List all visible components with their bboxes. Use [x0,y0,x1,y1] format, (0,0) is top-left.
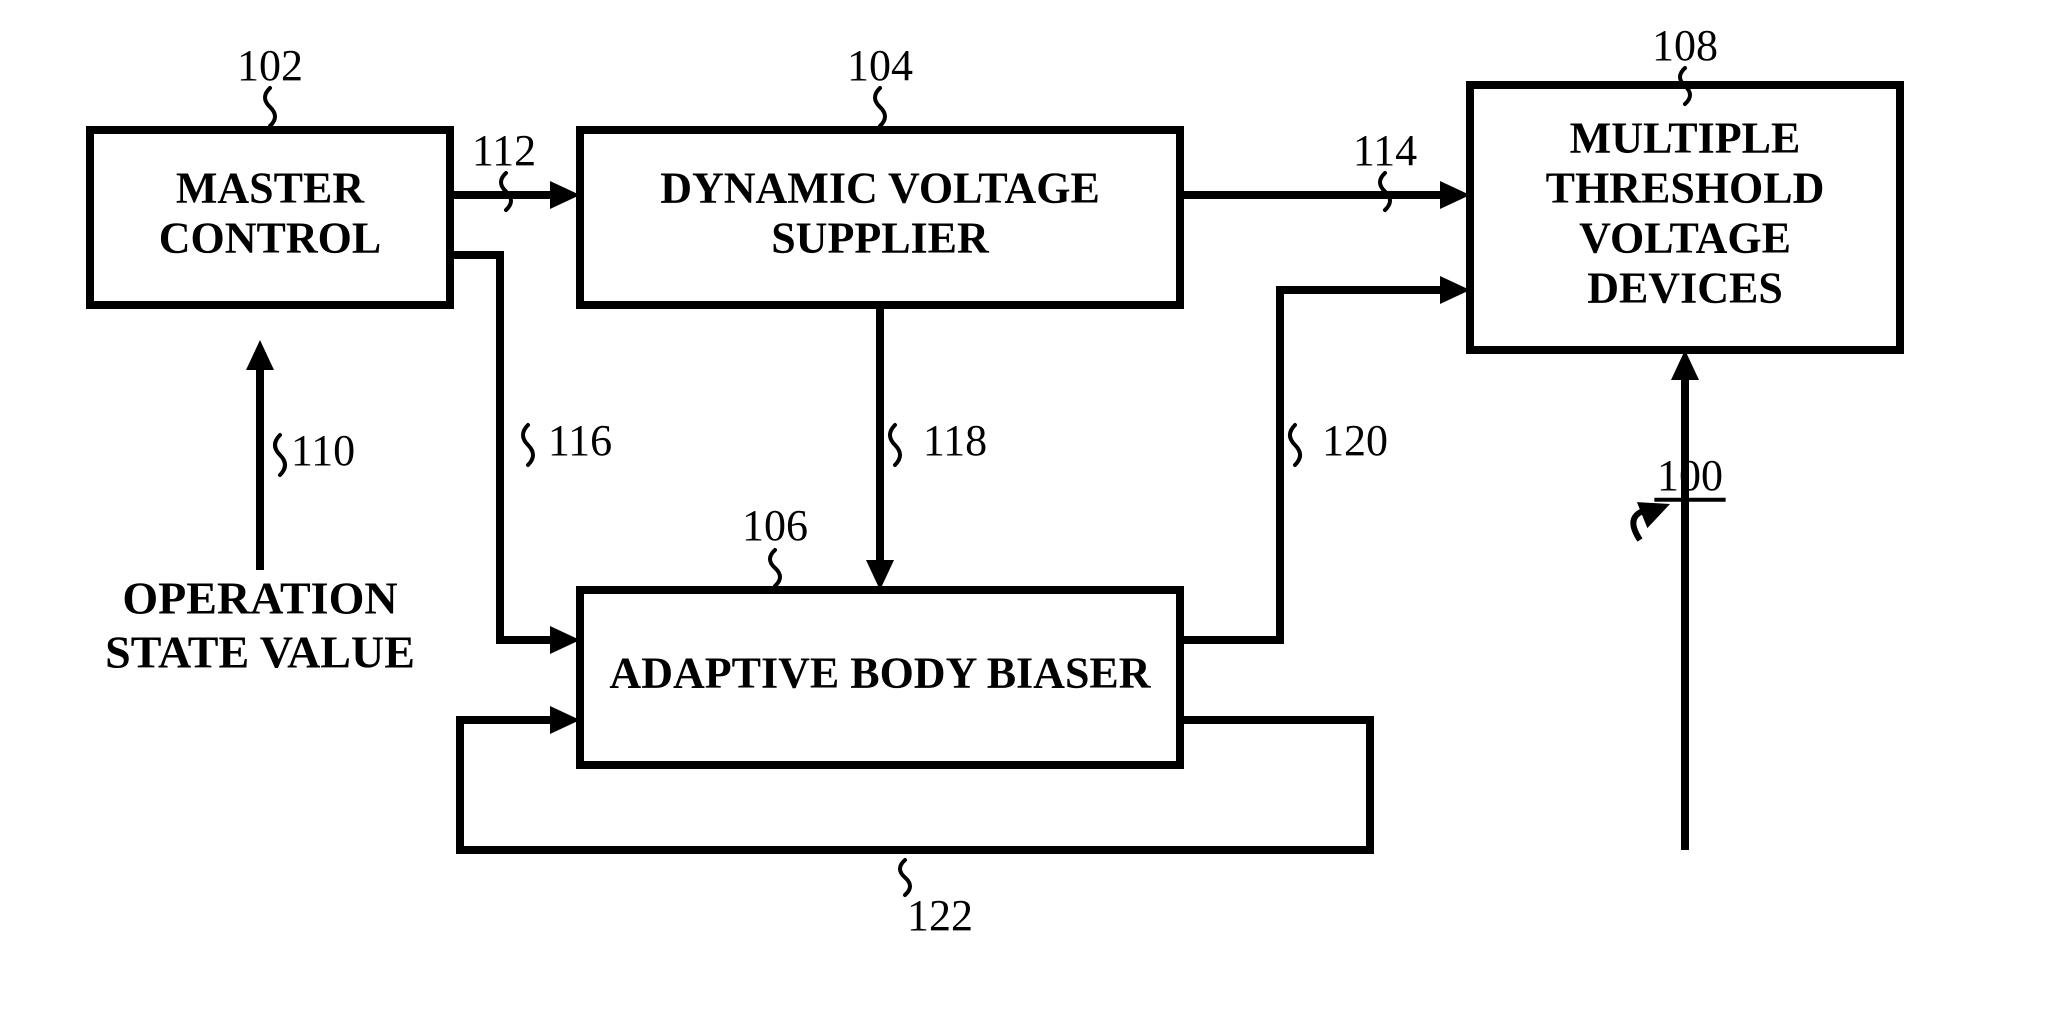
arrowhead-w110_in [246,340,274,370]
ref-r102: 102 [237,41,303,90]
dvs-label: DYNAMIC VOLTAGE [660,164,1100,213]
ref-r104: 104 [847,41,913,90]
ref-r110: 110 [291,426,355,475]
lead-s116 [523,425,533,465]
lead-s118 [890,425,900,465]
lead-s110 [275,435,285,475]
dvs: DYNAMIC VOLTAGESUPPLIER [580,130,1180,305]
ref-label: 112 [472,126,536,175]
ref-label: 102 [237,41,303,90]
abb: ADAPTIVE BODY BIASER [580,590,1180,765]
ref-label: 110 [291,426,355,475]
lead-s102 [265,88,275,126]
ref-r122: 122 [907,891,973,940]
ref-r112: 112 [472,126,536,175]
ref-label: 106 [742,501,808,550]
ref-label: 120 [1322,416,1388,465]
ref-r108: 108 [1652,21,1718,70]
devices-label: VOLTAGE [1579,214,1791,263]
opstate-label: OPERATION [122,573,397,624]
lead-s106 [770,550,780,586]
wire-w116 [450,255,562,640]
arrowhead-w120 [1440,276,1470,304]
master-label: CONTROL [159,214,381,263]
ref-label: 108 [1652,21,1718,70]
ref-r118: 118 [923,416,987,465]
ref-label: 116 [548,416,612,465]
arrowhead-w122 [1671,350,1699,380]
arrowhead-w114 [1440,181,1470,209]
arrowhead-w116 [550,626,580,654]
devices: MULTIPLETHRESHOLDVOLTAGEDEVICES [1470,85,1900,350]
ref-label: 114 [1353,126,1417,175]
arrowhead-w112 [550,181,580,209]
devices-label: DEVICES [1587,264,1783,313]
master: MASTERCONTROL [90,130,450,305]
opstate-label: STATE VALUE [105,627,415,678]
devices-label: MULTIPLE [1570,114,1801,163]
arrowhead-w118 [866,560,894,590]
lead-s120 [1290,425,1300,465]
ref-label: 118 [923,416,987,465]
ref-r106: 106 [742,501,808,550]
dvs-label: SUPPLIER [771,214,990,263]
master-label: MASTER [176,164,365,213]
ref-r100: 100 [1654,451,1725,500]
ref-r120: 120 [1322,416,1388,465]
opstate: OPERATIONSTATE VALUE [105,573,415,678]
lead-s122 [900,860,910,895]
devices-label: THRESHOLD [1546,164,1825,213]
ref-label: 122 [907,891,973,940]
ref-r116: 116 [548,416,612,465]
abb-label: ADAPTIVE BODY BIASER [609,649,1151,698]
arrowhead-w122_branch [550,706,580,734]
ref-r114: 114 [1353,126,1417,175]
ref-label: 104 [847,41,913,90]
fig100-hook-arrow [1637,502,1670,528]
ref-label: 100 [1657,451,1723,500]
lead-s104 [875,88,885,126]
wire-w120 [1180,290,1452,640]
